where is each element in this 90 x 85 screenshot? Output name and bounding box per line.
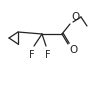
Text: O: O	[71, 12, 79, 22]
Text: O: O	[69, 45, 78, 55]
Text: F: F	[45, 50, 51, 60]
Text: F: F	[29, 50, 35, 60]
